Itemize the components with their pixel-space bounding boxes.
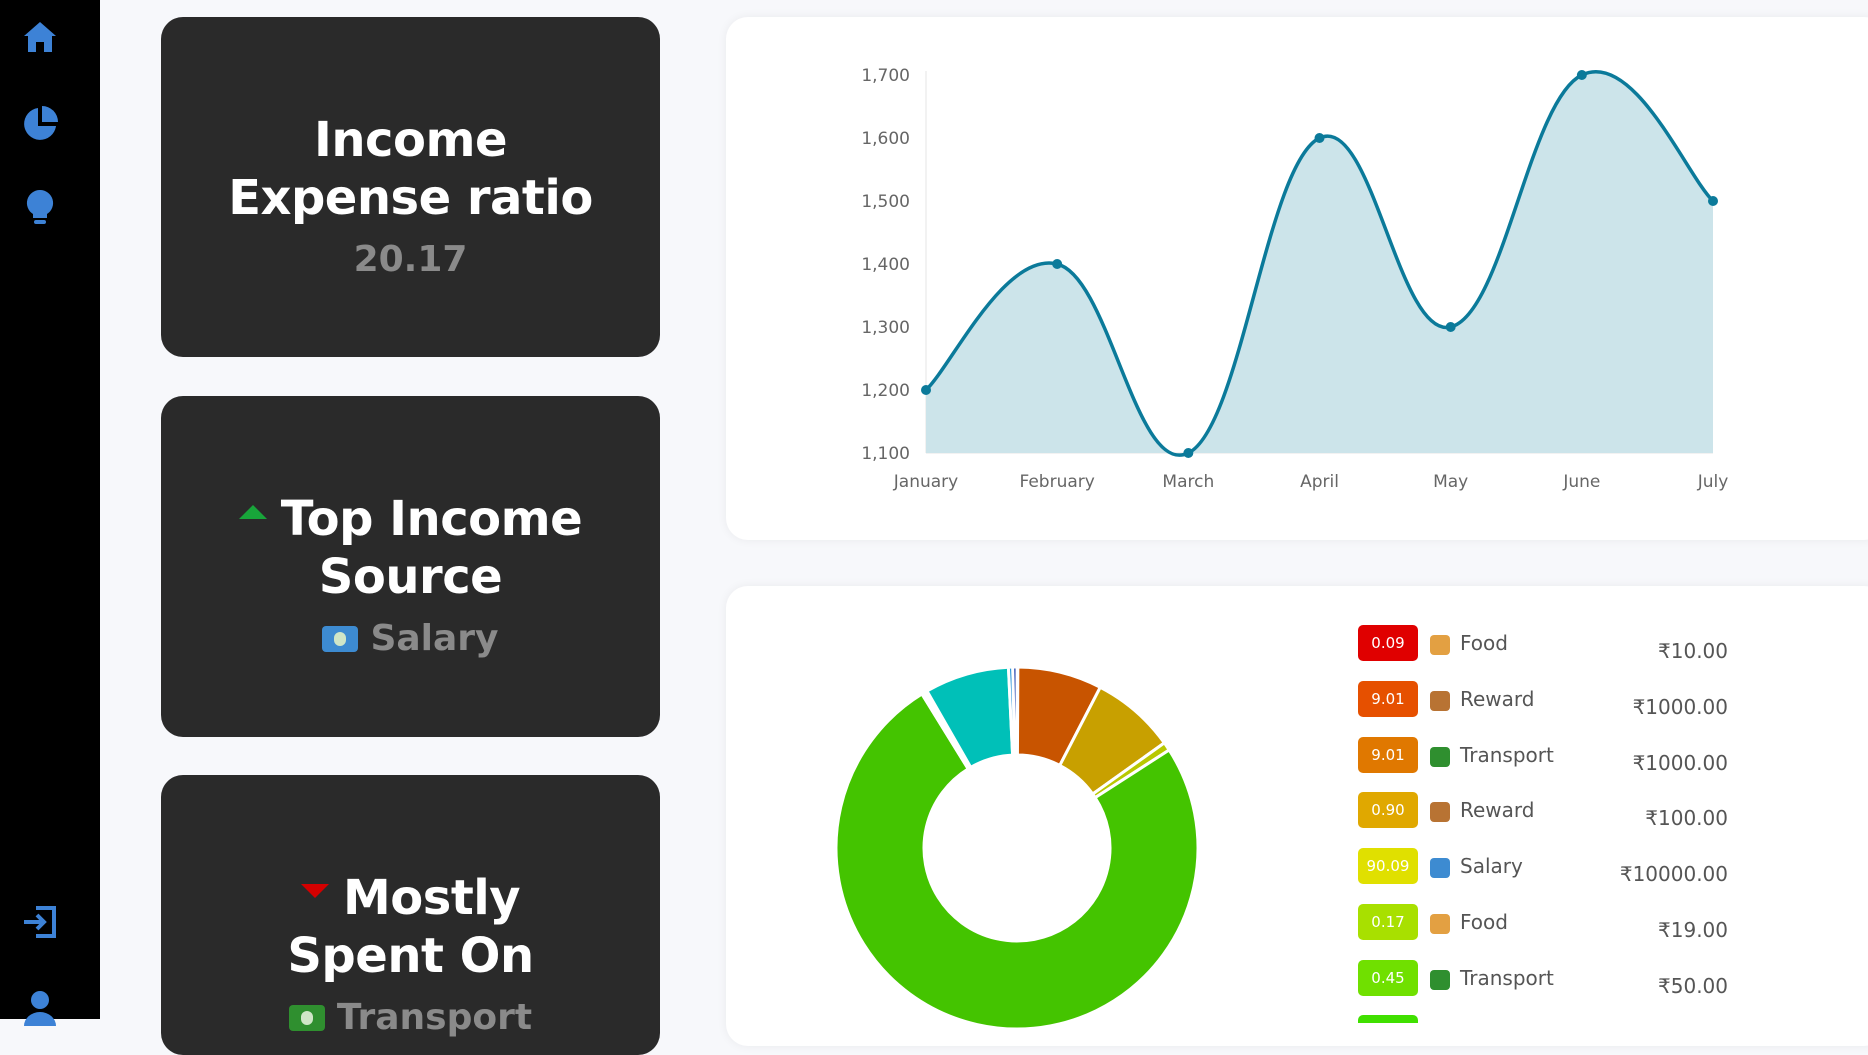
legend-row: 0.45 Transport ₹50.00	[1358, 959, 1728, 1000]
y-tick-label: 1,600	[861, 129, 910, 149]
burger-icon	[1430, 914, 1450, 934]
legend-row: 0.09 Food ₹10.00	[1358, 625, 1728, 665]
income-expense-card: Income Expense ratio 20.17	[161, 17, 660, 357]
legend-row: 9.01 Reward ₹1000.00	[1358, 680, 1728, 721]
y-tick-label: 1,500	[861, 192, 910, 212]
amount-value: ₹10.00	[1658, 639, 1728, 663]
ratio-badge: 0.17	[1358, 904, 1418, 940]
category-label: Transport	[1460, 742, 1554, 767]
trophy-icon	[1430, 690, 1450, 711]
y-tick-label: 1,300	[861, 318, 910, 338]
data-point[interactable]	[1183, 448, 1194, 458]
x-tick-label: July	[1697, 472, 1729, 492]
data-point[interactable]	[1314, 133, 1325, 143]
y-tick-label: 1,400	[861, 255, 910, 275]
x-tick-label: May	[1433, 472, 1468, 492]
amount-value: ₹1000.00	[1632, 694, 1728, 719]
mostly-spent-card: Mostly Spent On Transport	[161, 775, 660, 1055]
ratio-badge: 0.09	[1358, 625, 1418, 661]
arrow-up-icon	[238, 505, 267, 519]
line-chart-panel: 1,100 1,200 1,300 1,400 1,500 1,600 1,700 Janua…	[726, 17, 1868, 540]
mostly-spent-value: Transport	[336, 997, 533, 1038]
doughnut-chart-panel	[726, 586, 1868, 1046]
legend-row: 90.09 Salary ₹10000.00	[1358, 848, 1728, 888]
doughnut-chart	[834, 665, 1200, 1031]
rickshaw-icon	[288, 1004, 325, 1031]
ratio-badge: 0.90	[1358, 792, 1418, 829]
ratio-badge: 9.01	[1358, 680, 1418, 717]
doughnut-slice[interactable]	[1011, 665, 1019, 757]
y-tick-label: 1,100	[861, 444, 910, 464]
x-tick-label: March	[1162, 472, 1214, 492]
logout-icon[interactable]	[18, 900, 62, 944]
category-label: Reward	[1460, 686, 1535, 711]
trophy-icon	[1430, 802, 1450, 823]
amount-value: ₹100.00	[1645, 806, 1728, 831]
money-icon	[1430, 858, 1450, 879]
lightbulb-icon[interactable]	[18, 186, 62, 230]
data-point[interactable]	[921, 385, 931, 395]
category-label: Transport	[1460, 965, 1554, 990]
arrow-down-icon	[301, 884, 329, 898]
card-title: Mostly Spent On	[287, 870, 534, 984]
data-point[interactable]	[1708, 196, 1718, 206]
rickshaw-icon	[1430, 969, 1450, 990]
category-label: Food	[1460, 631, 1508, 655]
ratio-badge: 0.45	[1358, 959, 1418, 996]
user-icon[interactable]	[18, 986, 62, 1030]
y-tick-label: 1,200	[861, 381, 910, 401]
x-tick-label: June	[1562, 472, 1600, 492]
data-point[interactable]	[1445, 322, 1456, 332]
sidebar	[0, 0, 100, 1026]
category-label: Salary	[1460, 854, 1523, 879]
category-label: Food	[1460, 910, 1508, 934]
top-income-value: Salary	[370, 618, 499, 659]
ratio-badge: 90.09	[1358, 848, 1418, 885]
card-title: Income Expense ratio	[228, 112, 593, 226]
home-icon[interactable]	[18, 16, 62, 60]
y-tick-label: 1,700	[861, 66, 910, 86]
income-expense-ratio-value: 20.17	[353, 239, 468, 280]
data-point[interactable]	[1052, 259, 1063, 269]
burger-icon	[1430, 635, 1450, 655]
ratio-badge: 9.01	[1358, 736, 1418, 773]
amount-value: ₹19.00	[1658, 918, 1728, 942]
amount-value: ₹50.00	[1658, 973, 1728, 998]
legend-row: 0.17 Food ₹19.00	[1358, 904, 1728, 944]
x-tick-label: February	[1019, 472, 1094, 492]
legend-row: 9.01 Transport ₹1000.00	[1358, 736, 1728, 777]
category-label: Reward	[1460, 798, 1535, 823]
rickshaw-icon	[1430, 746, 1450, 767]
pie-chart-icon[interactable]	[18, 102, 62, 146]
doughnut-slice[interactable]	[834, 691, 1200, 1031]
x-tick-label: January	[893, 472, 958, 492]
area-fill	[926, 71, 1713, 456]
amount-value: ₹1000.00	[1632, 750, 1728, 775]
top-income-card: Top Income Source Salary	[161, 396, 660, 737]
money-icon	[322, 625, 359, 652]
legend-row-partial	[1358, 1015, 1418, 1023]
x-tick-label: April	[1300, 472, 1339, 492]
card-title: Top Income Source	[280, 491, 583, 605]
legend-row: 0.90 Reward ₹100.00	[1358, 792, 1728, 832]
amount-value: ₹10000.00	[1619, 862, 1728, 887]
data-point[interactable]	[1576, 70, 1587, 80]
line-chart: 1,100 1,200 1,300 1,400 1,500 1,600 1,700 Janua…	[861, 66, 1729, 492]
